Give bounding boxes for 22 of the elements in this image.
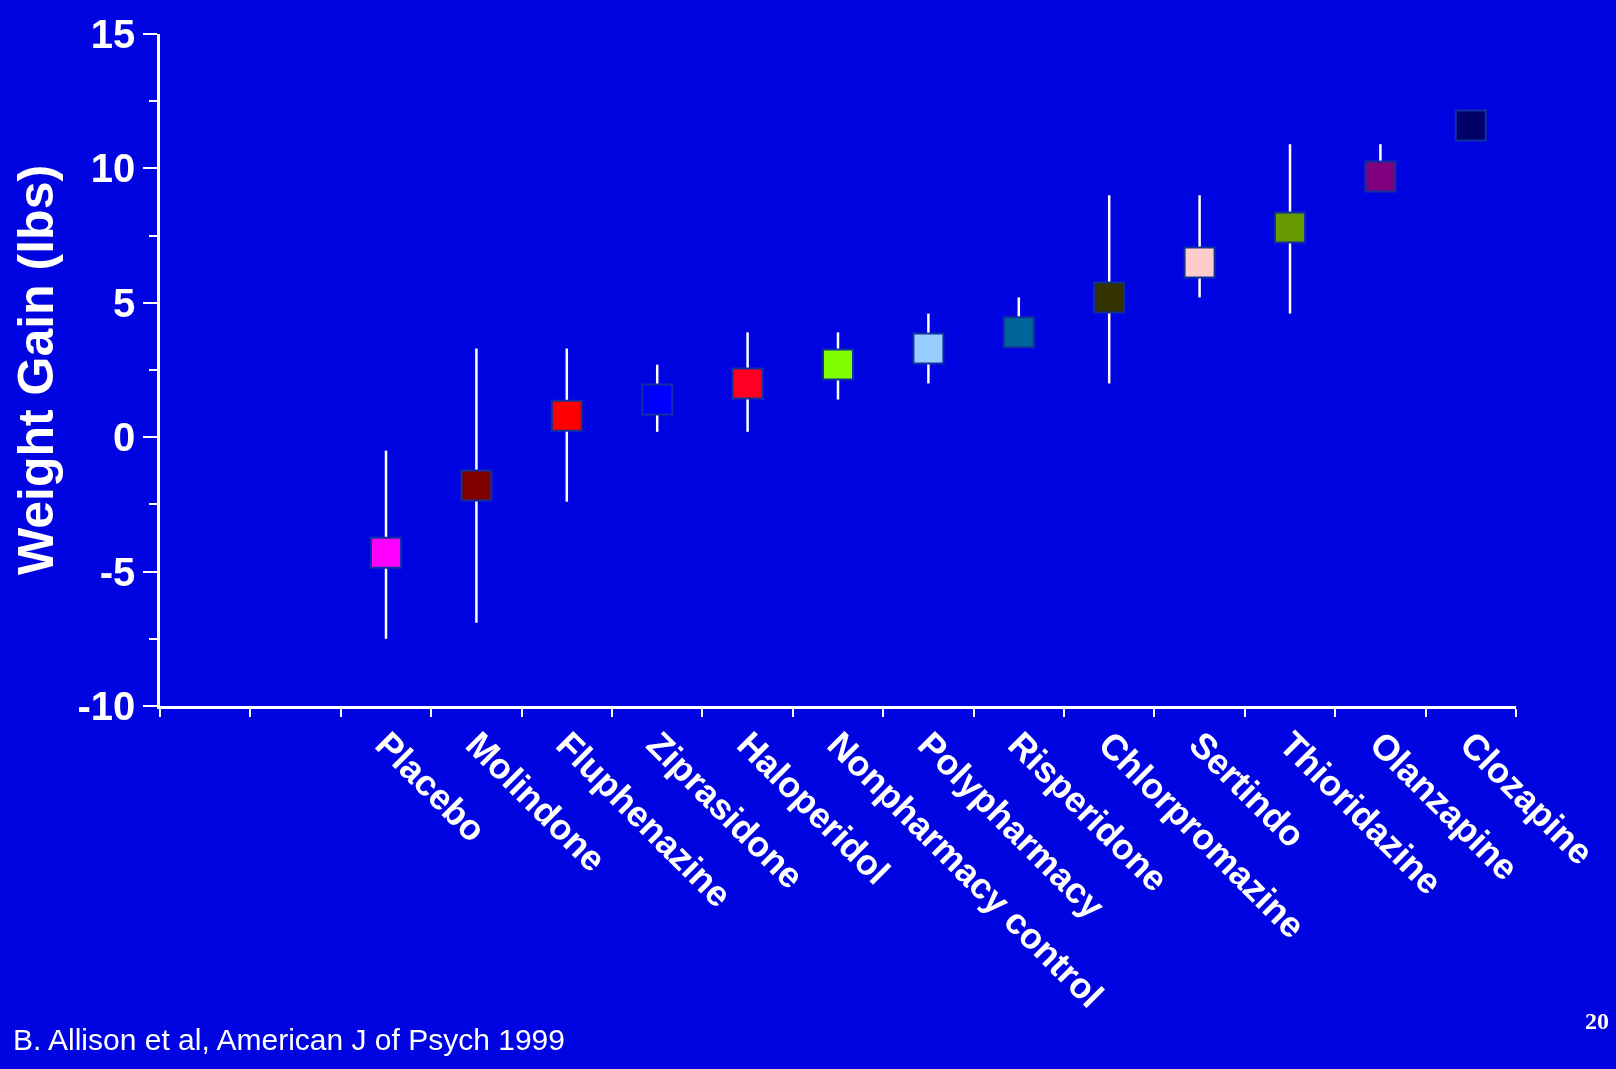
y-tick-label: 0 [113, 415, 136, 460]
point [460, 469, 493, 502]
y-tick-label: -10 [77, 684, 136, 728]
y-tick-label: -5 [99, 549, 136, 594]
point [1454, 109, 1487, 142]
y-axis-title: Weight Gain (lbs) [8, 164, 65, 576]
point [370, 536, 402, 569]
point [1002, 316, 1035, 349]
y-tick-label: 10 [90, 146, 136, 191]
point [550, 399, 583, 432]
point [912, 332, 945, 365]
point [731, 367, 764, 400]
point [1183, 246, 1216, 279]
text: B. Allison et al, American J of Psych 1999 [13, 1023, 565, 1056]
point [1274, 211, 1306, 244]
point [641, 383, 674, 416]
y-tick-label: 5 [113, 280, 136, 325]
y-tick-label: 15 [90, 12, 136, 56]
point [822, 348, 854, 381]
point [1093, 281, 1126, 314]
text: 20 [1585, 1008, 1609, 1034]
point [1364, 160, 1397, 193]
